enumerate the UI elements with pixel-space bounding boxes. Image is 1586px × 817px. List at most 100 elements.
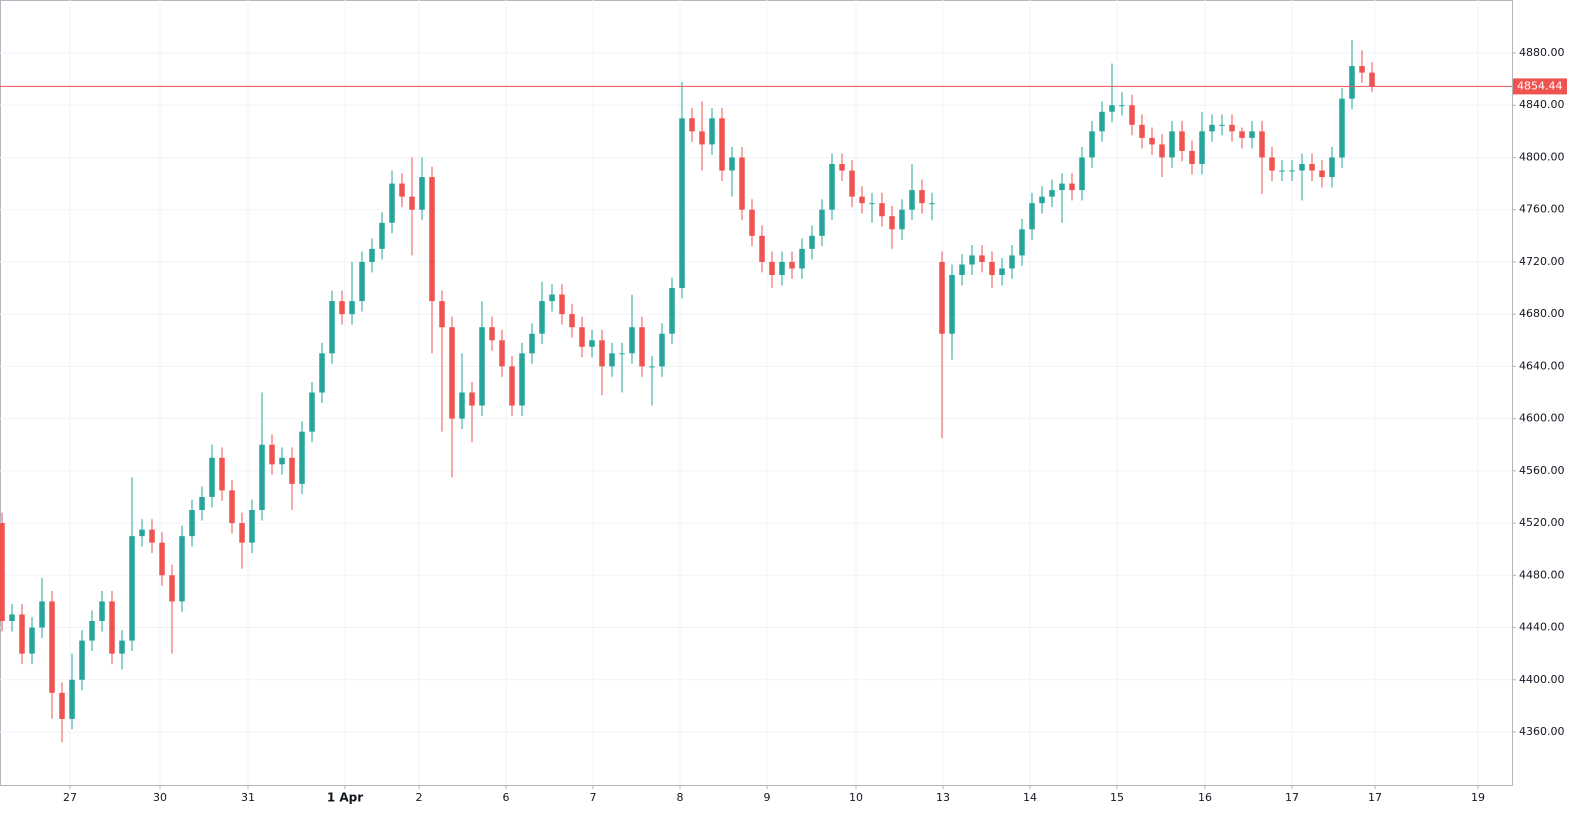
x-tick-label: 2 (416, 791, 423, 804)
candle-body (1009, 255, 1015, 269)
candle-body (1169, 131, 1175, 158)
y-tick-label: 4400.00 (1519, 673, 1565, 686)
x-tick-label: 7 (590, 791, 597, 804)
candle-body (249, 510, 255, 543)
candle-body (329, 301, 335, 354)
candle-body (1269, 157, 1275, 171)
x-tick-label: 17 (1285, 791, 1299, 804)
candle-body (359, 261, 365, 302)
y-tick-label: 4480.00 (1519, 568, 1565, 581)
candle-body (409, 196, 415, 210)
candle-body (189, 510, 195, 537)
x-tick-label: 14 (1023, 791, 1037, 804)
candle-body (939, 261, 945, 334)
candle-body (889, 216, 895, 230)
candle-body (219, 457, 225, 491)
candle-body (259, 444, 265, 511)
candle-body (639, 327, 645, 367)
candle-body (199, 496, 205, 511)
candle-body (839, 163, 845, 171)
candle-body (239, 523, 245, 543)
y-tick-label: 4360.00 (1519, 725, 1565, 738)
candle-body (849, 170, 855, 197)
candle-body (1259, 131, 1265, 158)
candle-body (759, 235, 765, 262)
candle-body (619, 353, 625, 355)
candle-body (1219, 124, 1225, 126)
candle-body (79, 640, 85, 680)
x-tick-label: 16 (1198, 791, 1212, 804)
y-tick-label: 4880.00 (1519, 46, 1565, 59)
candle-body (129, 536, 135, 641)
candle-body (479, 327, 485, 406)
x-tick-label: 10 (849, 791, 863, 804)
candle-body (369, 248, 375, 262)
candle-body (0, 523, 5, 622)
candle-body (789, 261, 795, 269)
candle-body (1099, 111, 1105, 132)
candle-body (59, 692, 65, 719)
x-tick-label: 31 (241, 791, 255, 804)
candle-body (859, 196, 865, 204)
candle-body (719, 118, 725, 171)
candle-body (169, 575, 175, 602)
candle-body (609, 353, 615, 367)
candle-body (1189, 150, 1195, 164)
y-tick-label: 4680.00 (1519, 307, 1565, 320)
candle-body (179, 536, 185, 602)
candle-body (819, 209, 825, 236)
x-tick-label: 6 (503, 791, 510, 804)
candle-body (749, 209, 755, 236)
candle-body (529, 333, 535, 354)
y-tick-label: 4840.00 (1519, 98, 1565, 111)
candle-body (1209, 124, 1215, 132)
candle-body (149, 529, 155, 543)
candle-body (829, 163, 835, 210)
candle-body (569, 314, 575, 328)
candle-body (349, 301, 355, 315)
candle-body (869, 203, 875, 205)
candle-body (929, 203, 935, 205)
candle-body (449, 327, 455, 419)
candle-body (679, 118, 685, 289)
candle-body (119, 640, 125, 654)
candle-body (429, 177, 435, 302)
candle-body (629, 327, 635, 354)
candle-body (899, 209, 905, 230)
candle-body (969, 255, 975, 265)
x-tick-label: 9 (764, 791, 771, 804)
candle-body (1199, 131, 1205, 164)
candle-body (1249, 131, 1255, 138)
candle-body (809, 235, 815, 249)
candle-body (909, 190, 915, 210)
candle-body (549, 294, 555, 302)
candle-body (509, 366, 515, 406)
y-tick-label: 4520.00 (1519, 516, 1565, 529)
candle-body (309, 392, 315, 432)
candle-body (1149, 137, 1155, 145)
candle-body (69, 679, 75, 719)
candle-body (1129, 105, 1135, 125)
candle-body (1059, 183, 1065, 191)
candle-body (879, 203, 885, 217)
candle-body (1359, 66, 1365, 73)
candle-body (1089, 131, 1095, 158)
candle-body (39, 601, 45, 628)
y-tick-label: 4800.00 (1519, 150, 1565, 163)
candle-body (1369, 72, 1375, 87)
y-tick-label: 4600.00 (1519, 412, 1565, 425)
candle-body (1109, 105, 1115, 112)
candle-body (1179, 131, 1185, 151)
candle-body (1119, 105, 1125, 107)
candle-body (1159, 144, 1165, 158)
x-tick-label: 15 (1110, 791, 1124, 804)
candle-body (659, 333, 665, 367)
candle-body (159, 542, 165, 576)
candle-body (1349, 66, 1355, 99)
candle-body (1239, 131, 1245, 138)
candle-body (1049, 190, 1055, 197)
y-tick-label: 4440.00 (1519, 621, 1565, 634)
candle-body (459, 392, 465, 419)
y-tick-label: 4720.00 (1519, 255, 1565, 268)
